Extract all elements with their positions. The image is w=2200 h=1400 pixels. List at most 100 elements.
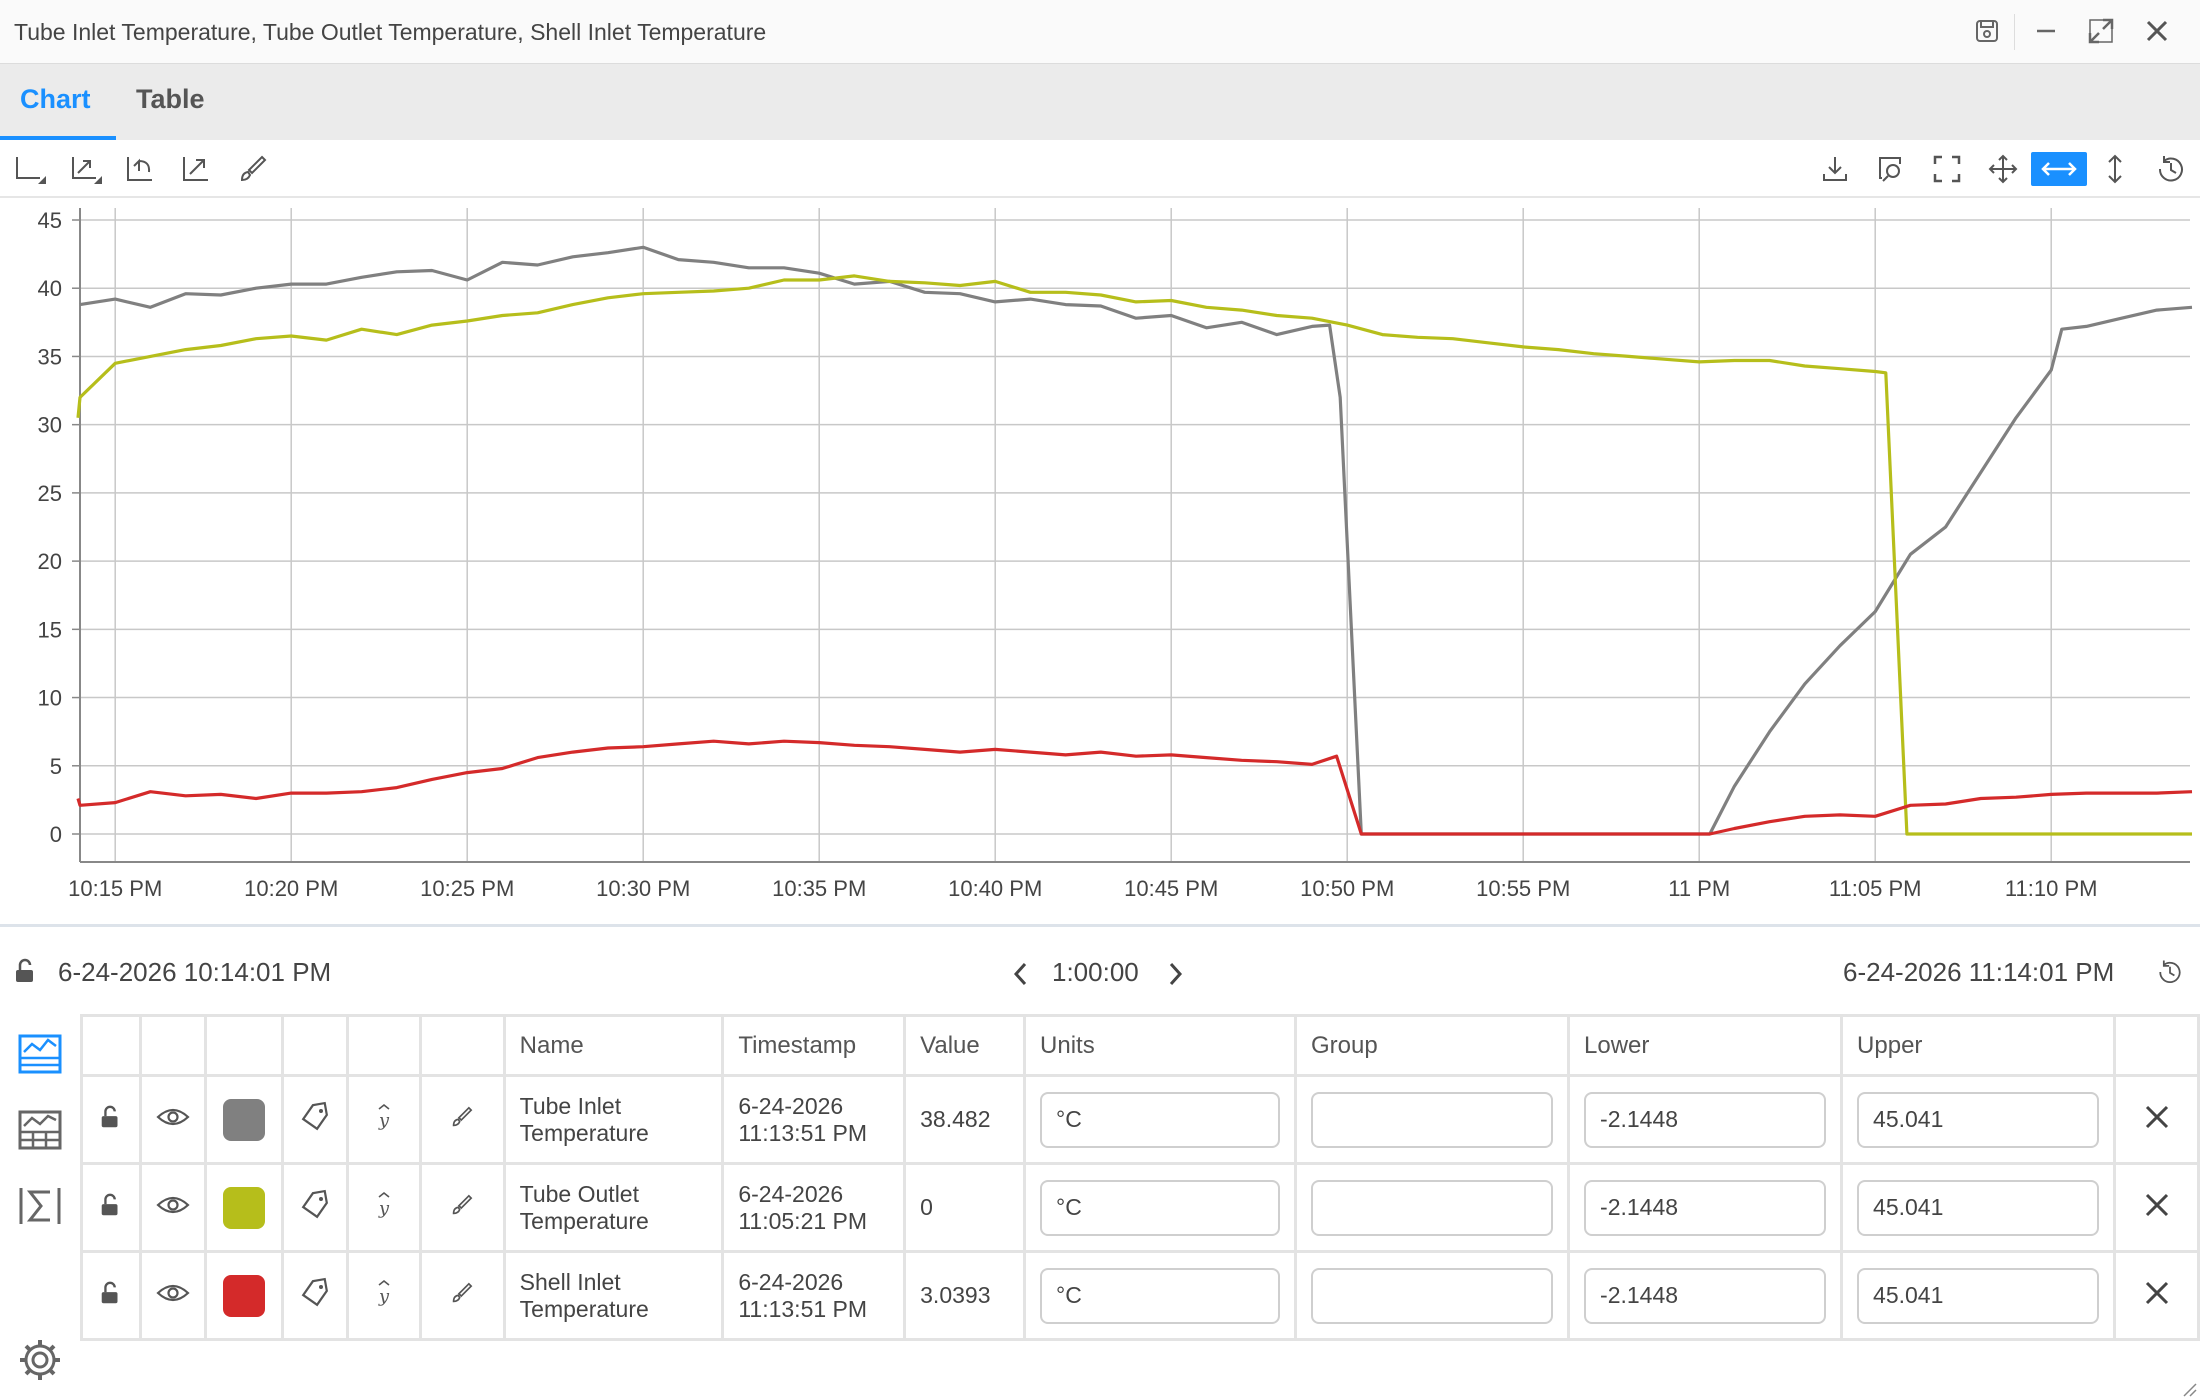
time-range-bar: 6-24-2026 10:14:01 PM 1:00:00 6-24-2026 … [0,924,2200,1014]
formula-sigma-icon[interactable] [16,1182,64,1230]
group-input[interactable] [1311,1091,1554,1148]
download-icon[interactable] [1818,152,1852,186]
header-value[interactable]: Value [903,1014,1027,1077]
header-units[interactable]: Units [1023,1014,1297,1077]
row-brush-icon[interactable] [418,1250,506,1341]
upper-bound-input[interactable] [1857,1267,2100,1324]
minimize-icon[interactable] [2029,14,2063,48]
lower-bound-input[interactable] [1584,1091,1827,1148]
fullscreen-icon[interactable] [1930,152,1964,186]
details-sidebar [0,1014,80,1400]
header-lower[interactable]: Lower [1567,1014,1844,1077]
y-tick-label: 15 [38,617,62,642]
close-icon[interactable] [2140,14,2174,48]
row-remove-icon[interactable] [2113,1250,2200,1341]
range-end[interactable]: 6-24-2026 11:14:01 PM [1843,957,2115,987]
color-swatch[interactable] [222,1274,265,1317]
trend-chart[interactable]: 0 5 10 15 20 25 30 35 40 45 10:15 PM 10:20 PM 10:25 … [0,198,2200,920]
row-units-cell [1023,1250,1297,1341]
settings-gear-icon[interactable] [16,1336,64,1384]
row-lock-icon[interactable] [80,1162,142,1253]
lower-bound-input[interactable] [1584,1267,1827,1324]
trend-list-icon[interactable] [16,1030,64,1078]
row-tag-icon[interactable] [280,1250,349,1341]
x-tick-label: 10:55 PM [1476,876,1570,901]
trend-chart-svg[interactable]: 0 5 10 15 20 25 30 35 40 45 10:15 PM 10:20 PM 10:25 … [0,198,2200,920]
row-timestamp-time: 11:13:51 PM [738,1119,868,1146]
header-visibility [138,1014,207,1077]
color-swatch[interactable] [222,1098,265,1141]
row-lock-icon[interactable] [80,1074,142,1165]
row-name: Shell Inlet Temperature [502,1250,725,1341]
row-color-swatch[interactable] [203,1074,284,1165]
y-tick-label: 45 [38,208,62,233]
units-input[interactable] [1040,1179,1280,1236]
lower-bound-input[interactable] [1584,1179,1827,1236]
group-input[interactable] [1311,1267,1554,1324]
row-visibility-eye-icon[interactable] [138,1162,207,1253]
header-timestamp[interactable]: Timestamp [721,1014,907,1077]
row-color-swatch[interactable] [203,1250,284,1341]
axis-options-icon[interactable] [14,152,48,186]
color-swatch[interactable] [222,1186,265,1229]
row-tag-icon[interactable] [280,1074,349,1165]
x-tick-label: 10:50 PM [1300,876,1394,901]
row-group-cell [1293,1074,1571,1165]
units-input[interactable] [1040,1267,1280,1324]
row-remove-icon[interactable] [2113,1162,2200,1253]
row-color-swatch[interactable] [203,1162,284,1253]
zoom-horizontal-icon[interactable] [2031,152,2087,186]
header-group[interactable]: Group [1293,1014,1571,1077]
x-tick-label: 10:45 PM [1124,876,1218,901]
table-row[interactable]: y Shell Inlet Temperature 6-24-2026 11:13:5… [80,1250,2200,1341]
header-axis [345,1014,422,1077]
tab-table[interactable]: Table [136,84,205,114]
row-axis-y-icon[interactable]: y [345,1250,422,1341]
svg-text:y: y [378,1110,390,1131]
table-grid-icon[interactable] [16,1106,64,1154]
header-name[interactable]: Name [502,1014,725,1077]
range-duration[interactable]: 1:00:00 [1052,957,1139,987]
maximize-icon[interactable] [2084,14,2118,48]
group-input[interactable] [1311,1179,1554,1236]
lock-open-icon[interactable] [12,957,40,985]
save-icon[interactable] [1970,14,2004,48]
table-row[interactable]: y Tube Inlet Temperature 6-24-2026 11:13:51… [80,1074,2200,1165]
tab-chart[interactable]: Chart [20,84,91,114]
zoom-vertical-icon[interactable] [2098,152,2132,186]
pan-icon[interactable] [1986,152,2020,186]
units-input[interactable] [1040,1091,1280,1148]
y-tick-label: 35 [38,344,62,369]
history-icon[interactable] [2154,152,2188,186]
window-titlebar: Tube Inlet Temperature, Tube Outlet Temp… [0,0,2200,64]
range-start[interactable]: 6-24-2026 10:14:01 PM [58,957,332,987]
chevron-right-icon[interactable] [1162,959,1188,989]
y-tick-label: 10 [38,686,62,711]
reset-zoom-icon[interactable] [124,152,158,186]
brush-icon[interactable] [236,152,270,186]
header-upper[interactable]: Upper [1840,1014,2117,1077]
row-timestamp-date: 6-24-2026 [738,1092,844,1119]
row-brush-icon[interactable] [418,1074,506,1165]
row-timestamp: 6-24-2026 11:13:51 PM [721,1250,907,1341]
row-axis-y-icon[interactable]: y [345,1162,422,1253]
row-visibility-eye-icon[interactable] [138,1250,207,1341]
row-visibility-eye-icon[interactable] [138,1074,207,1165]
row-axis-y-icon[interactable]: y [345,1074,422,1165]
row-lock-icon[interactable] [80,1250,142,1341]
axis-scale-icon[interactable] [70,152,104,186]
resize-grip-icon[interactable] [2180,1380,2198,1398]
row-tag-icon[interactable] [280,1162,349,1253]
upper-bound-input[interactable] [1857,1179,2100,1236]
history-icon[interactable] [2155,957,2185,987]
y-tick-label: 25 [38,481,62,506]
row-remove-icon[interactable] [2113,1074,2200,1165]
lookup-icon[interactable] [1874,152,1908,186]
row-group-cell [1293,1250,1571,1341]
autoscale-icon[interactable] [180,152,214,186]
chevron-left-icon[interactable] [1008,959,1034,989]
y-tick-label: 0 [50,822,62,847]
row-brush-icon[interactable] [418,1162,506,1253]
upper-bound-input[interactable] [1857,1091,2100,1148]
table-row[interactable]: y Tube Outlet Temperature 6-24-2026 11:05:2… [80,1162,2200,1253]
